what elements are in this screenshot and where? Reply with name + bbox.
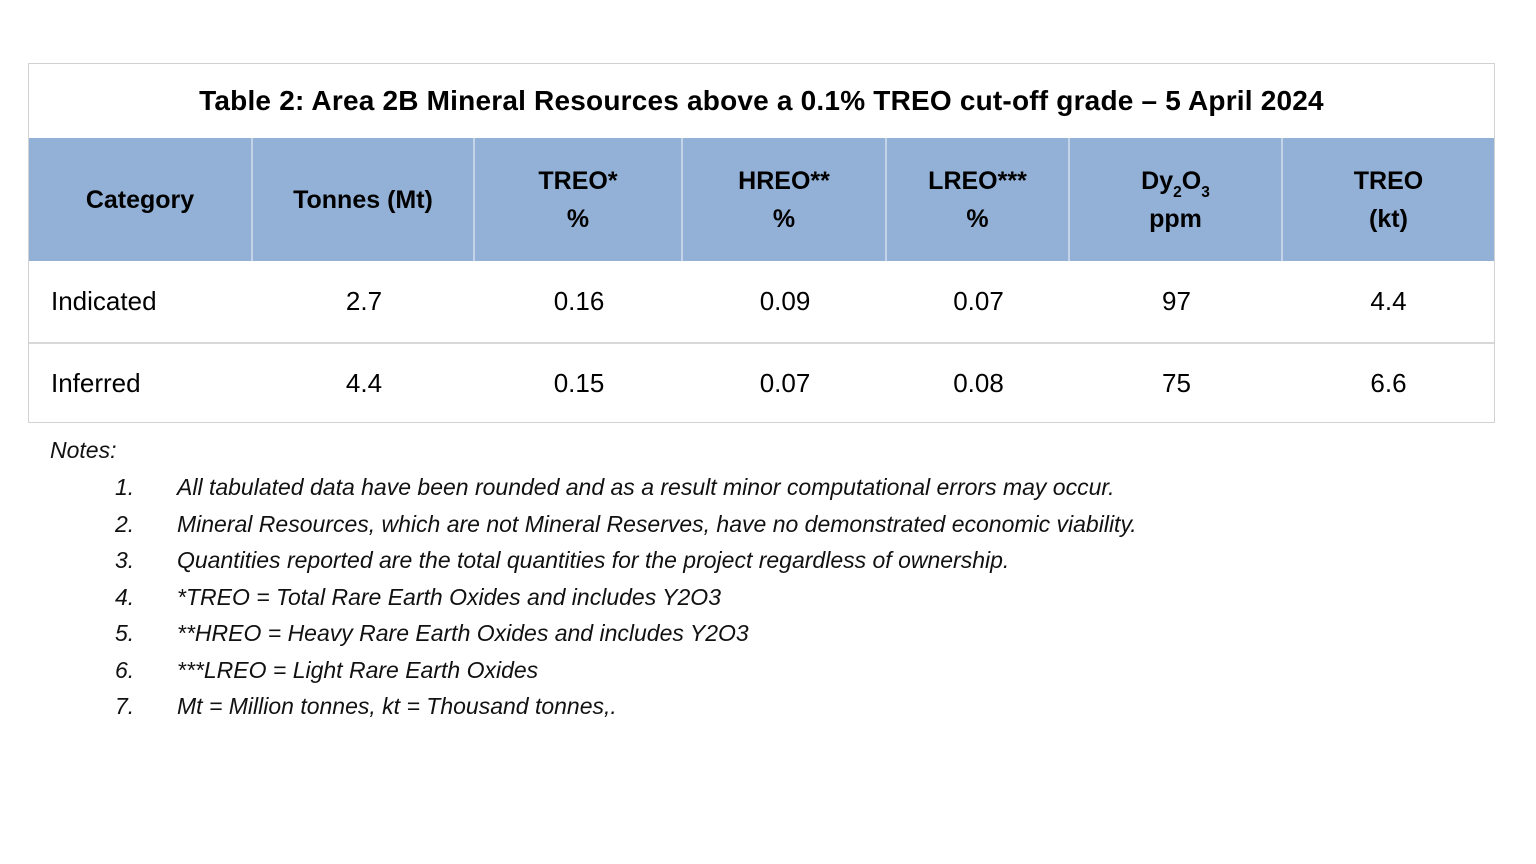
col-header-hreo-pct: HREO** % xyxy=(683,138,887,261)
note-text: Mt = Million tonnes, kt = Thousand tonne… xyxy=(177,693,617,719)
col-header-line: Tonnes (Mt) xyxy=(293,185,433,214)
note-item: 5. **HREO = Heavy Rare Earth Oxides and … xyxy=(28,615,1495,652)
notes-label: Notes: xyxy=(50,437,117,463)
note-number: 1. xyxy=(115,474,135,500)
mineral-resources-table: Table 2: Area 2B Mineral Resources above… xyxy=(28,63,1495,423)
note-item: 2. Mineral Resources, which are not Mine… xyxy=(28,506,1495,543)
col-header-line: LREO*** xyxy=(928,166,1027,195)
table-cell: Inferred xyxy=(51,367,141,398)
col-header-line: HREO** xyxy=(738,166,830,195)
table-cell: 0.15 xyxy=(553,367,605,398)
table-cell: 4.4 xyxy=(345,367,383,398)
note-item: 6. ***LREO = Light Rare Earth Oxides xyxy=(28,652,1495,689)
col-header-line: Category xyxy=(85,185,195,214)
table-title: Table 2: Area 2B Mineral Resources above… xyxy=(29,64,1494,138)
note-text: All tabulated data have been rounded and… xyxy=(177,474,1115,500)
table-cell: 75 xyxy=(1162,367,1191,398)
col-header-formula: Dy2O3 xyxy=(1141,166,1210,201)
col-header-line: TREO xyxy=(1353,166,1424,195)
note-number: 7. xyxy=(115,693,135,719)
note-text: Quantities reported are the total quanti… xyxy=(177,547,1010,573)
table-cell: 0.07 xyxy=(953,286,1004,316)
table-cell: 0.09 xyxy=(759,286,811,316)
col-header-unit: % xyxy=(566,204,590,233)
col-header-unit: (kt) xyxy=(1369,204,1408,233)
table-cell: 0.07 xyxy=(759,367,811,398)
col-header-lreo-pct: LREO*** % xyxy=(887,138,1070,261)
note-number: 6. xyxy=(115,656,135,683)
note-number: 3. xyxy=(115,547,135,573)
table-row-indicated: Indicated 2.7 0.16 0.09 0.07 97 4.4 xyxy=(29,261,1494,342)
col-header-treo-pct: TREO* % xyxy=(475,138,683,261)
note-text: **HREO = Heavy Rare Earth Oxides and inc… xyxy=(177,620,749,646)
table-header-row: Category Tonnes (Mt) TREO* % HREO** % LR… xyxy=(29,138,1494,261)
col-header-tonnes: Tonnes (Mt) xyxy=(253,138,475,261)
col-header-category: Category xyxy=(29,138,253,261)
note-item: 7. Mt = Million tonnes, kt = Thousand to… xyxy=(28,688,1495,725)
table-cell: 0.16 xyxy=(553,286,605,316)
note-text: ***LREO = Light Rare Earth Oxides xyxy=(177,656,539,683)
note-text: *TREO = Total Rare Earth Oxides and incl… xyxy=(177,583,721,610)
table-cell: 97 xyxy=(1162,286,1191,316)
col-header-unit: % xyxy=(966,204,989,233)
note-number: 2. xyxy=(115,510,135,537)
col-header-unit: ppm xyxy=(1149,204,1202,233)
table-cell: 4.4 xyxy=(1370,286,1407,316)
table-row-inferred: Inferred 4.4 0.15 0.07 0.08 75 6.6 xyxy=(29,342,1494,422)
table-cell: 0.08 xyxy=(953,367,1004,398)
note-number: 5. xyxy=(115,620,135,646)
table-cell: 2.7 xyxy=(345,286,383,316)
note-text: Mineral Resources, which are not Mineral… xyxy=(177,510,1137,537)
table-cell: Indicated xyxy=(51,286,157,316)
col-header-dy2o3: Dy2O3 ppm xyxy=(1070,138,1283,261)
col-header-line: TREO* xyxy=(538,166,618,195)
table-cell: 6.6 xyxy=(1370,367,1407,398)
col-header-treo-kt: TREO (kt) xyxy=(1283,138,1494,261)
note-item: 4. *TREO = Total Rare Earth Oxides and i… xyxy=(28,579,1495,616)
note-number: 4. xyxy=(115,583,135,610)
col-header-unit: % xyxy=(772,204,796,233)
note-item: 1. All tabulated data have been rounded … xyxy=(28,469,1495,506)
note-item: 3. Quantities reported are the total qua… xyxy=(28,542,1495,579)
notes-section: Notes: 1. All tabulated data have been r… xyxy=(28,432,1495,725)
